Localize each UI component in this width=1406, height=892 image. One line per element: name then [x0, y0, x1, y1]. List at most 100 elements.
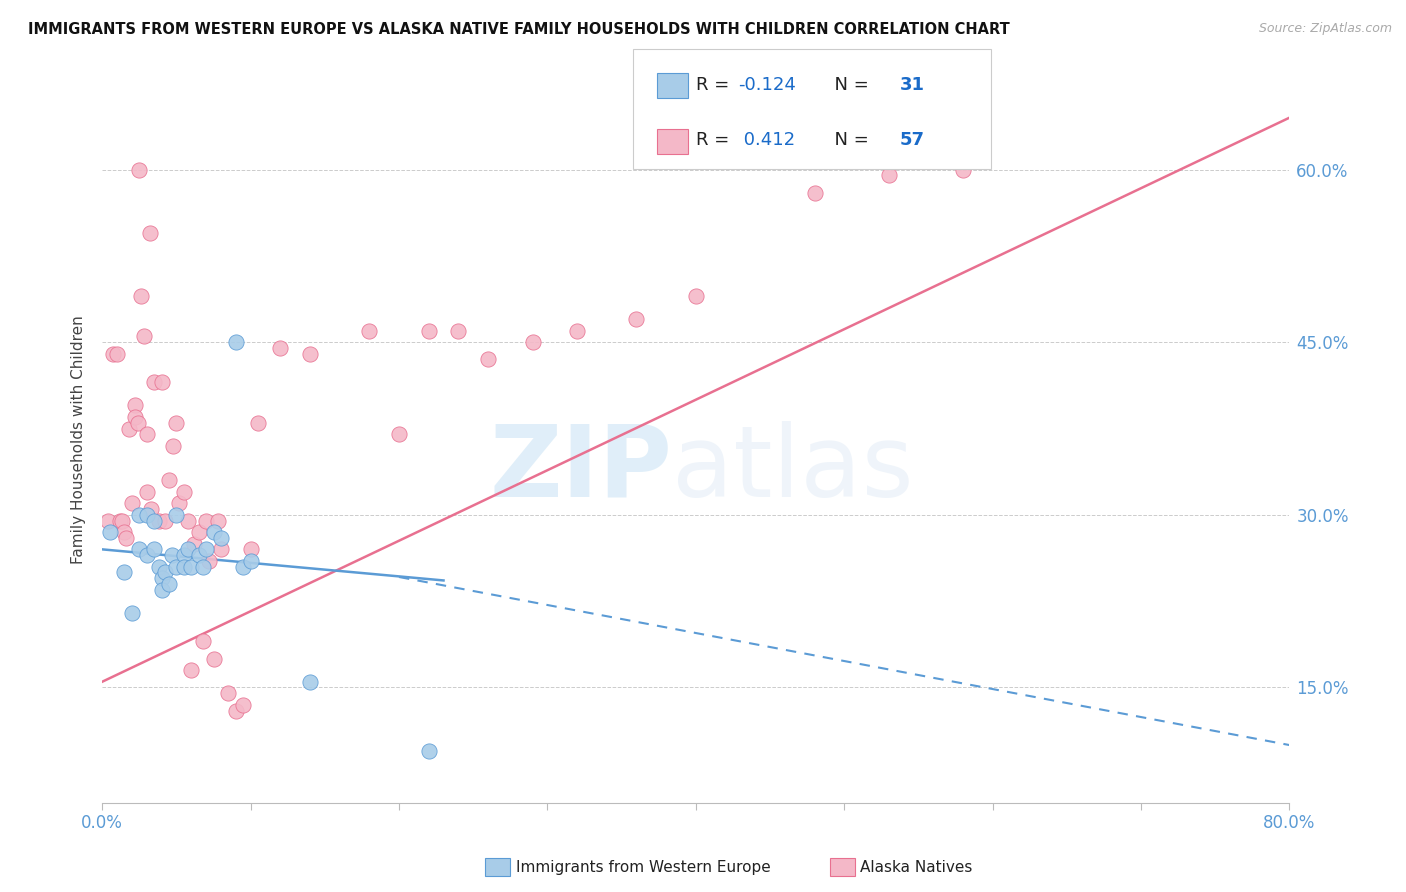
- Point: [157, 473, 180, 487]
- Point: [124, 399, 146, 413]
- Point: [298, 674, 321, 689]
- Point: [129, 289, 152, 303]
- Point: [143, 542, 166, 557]
- Point: [128, 162, 150, 177]
- Text: Immigrants from Western Europe: Immigrants from Western Europe: [516, 860, 770, 874]
- Point: [108, 514, 131, 528]
- Point: [217, 686, 239, 700]
- Point: [141, 502, 163, 516]
- Point: [173, 559, 195, 574]
- Point: [685, 289, 707, 303]
- Point: [522, 335, 544, 350]
- Point: [169, 496, 191, 510]
- Point: [135, 427, 157, 442]
- Text: N =: N =: [823, 131, 875, 150]
- Point: [124, 409, 146, 424]
- Point: [165, 559, 187, 574]
- Point: [418, 744, 440, 758]
- Point: [239, 542, 262, 557]
- Point: [191, 559, 214, 574]
- Point: [198, 554, 221, 568]
- Point: [388, 427, 411, 442]
- Point: [132, 329, 155, 343]
- Point: [239, 554, 262, 568]
- Point: [209, 531, 232, 545]
- Point: [225, 335, 247, 350]
- Point: [180, 559, 202, 574]
- Point: [115, 531, 138, 545]
- Point: [128, 542, 150, 557]
- Point: [143, 376, 166, 390]
- Point: [269, 341, 291, 355]
- Point: [110, 514, 132, 528]
- Point: [114, 525, 136, 540]
- Point: [148, 559, 170, 574]
- Point: [202, 651, 225, 665]
- Text: Source: ZipAtlas.com: Source: ZipAtlas.com: [1258, 22, 1392, 36]
- Point: [207, 514, 229, 528]
- Text: R =: R =: [696, 76, 735, 94]
- Point: [565, 324, 588, 338]
- Text: N =: N =: [823, 76, 875, 94]
- Text: ZIP: ZIP: [489, 420, 672, 517]
- Point: [143, 514, 166, 528]
- Point: [135, 484, 157, 499]
- Point: [247, 416, 270, 430]
- Point: [225, 704, 247, 718]
- Point: [173, 548, 195, 562]
- Text: IMMIGRANTS FROM WESTERN EUROPE VS ALASKA NATIVE FAMILY HOUSEHOLDS WITH CHILDREN : IMMIGRANTS FROM WESTERN EUROPE VS ALASKA…: [28, 22, 1010, 37]
- Point: [160, 548, 183, 562]
- Point: [153, 566, 176, 580]
- Text: 57: 57: [900, 131, 925, 150]
- Point: [183, 536, 205, 550]
- Point: [150, 571, 173, 585]
- Point: [165, 416, 187, 430]
- Point: [209, 542, 232, 557]
- Text: Alaska Natives: Alaska Natives: [860, 860, 973, 874]
- Point: [187, 525, 209, 540]
- Point: [232, 559, 254, 574]
- Point: [121, 496, 143, 510]
- Point: [418, 324, 440, 338]
- Point: [173, 484, 195, 499]
- Point: [118, 421, 141, 435]
- Point: [105, 347, 128, 361]
- Point: [626, 312, 648, 326]
- Point: [101, 347, 124, 361]
- Point: [191, 634, 214, 648]
- Point: [97, 514, 120, 528]
- Point: [877, 169, 900, 183]
- Point: [177, 514, 200, 528]
- Point: [127, 416, 149, 430]
- Y-axis label: Family Households with Children: Family Households with Children: [72, 316, 86, 565]
- Text: R =: R =: [696, 131, 735, 150]
- Point: [150, 582, 173, 597]
- Point: [128, 508, 150, 522]
- Point: [121, 606, 143, 620]
- Text: -0.124: -0.124: [738, 76, 796, 94]
- Text: 31: 31: [900, 76, 925, 94]
- Point: [177, 542, 200, 557]
- Point: [298, 347, 321, 361]
- Point: [114, 566, 136, 580]
- Point: [138, 226, 160, 240]
- Point: [153, 514, 176, 528]
- Point: [195, 514, 218, 528]
- Point: [162, 439, 184, 453]
- Point: [135, 548, 157, 562]
- Point: [232, 698, 254, 712]
- Point: [195, 542, 218, 557]
- Point: [803, 186, 825, 200]
- Point: [359, 324, 381, 338]
- Point: [135, 508, 157, 522]
- Point: [202, 525, 225, 540]
- Point: [952, 162, 974, 177]
- Point: [180, 663, 202, 677]
- Text: atlas: atlas: [672, 420, 914, 517]
- Point: [150, 376, 173, 390]
- Point: [148, 514, 170, 528]
- Text: 0.412: 0.412: [738, 131, 796, 150]
- Point: [447, 324, 470, 338]
- Point: [157, 577, 180, 591]
- Point: [187, 548, 209, 562]
